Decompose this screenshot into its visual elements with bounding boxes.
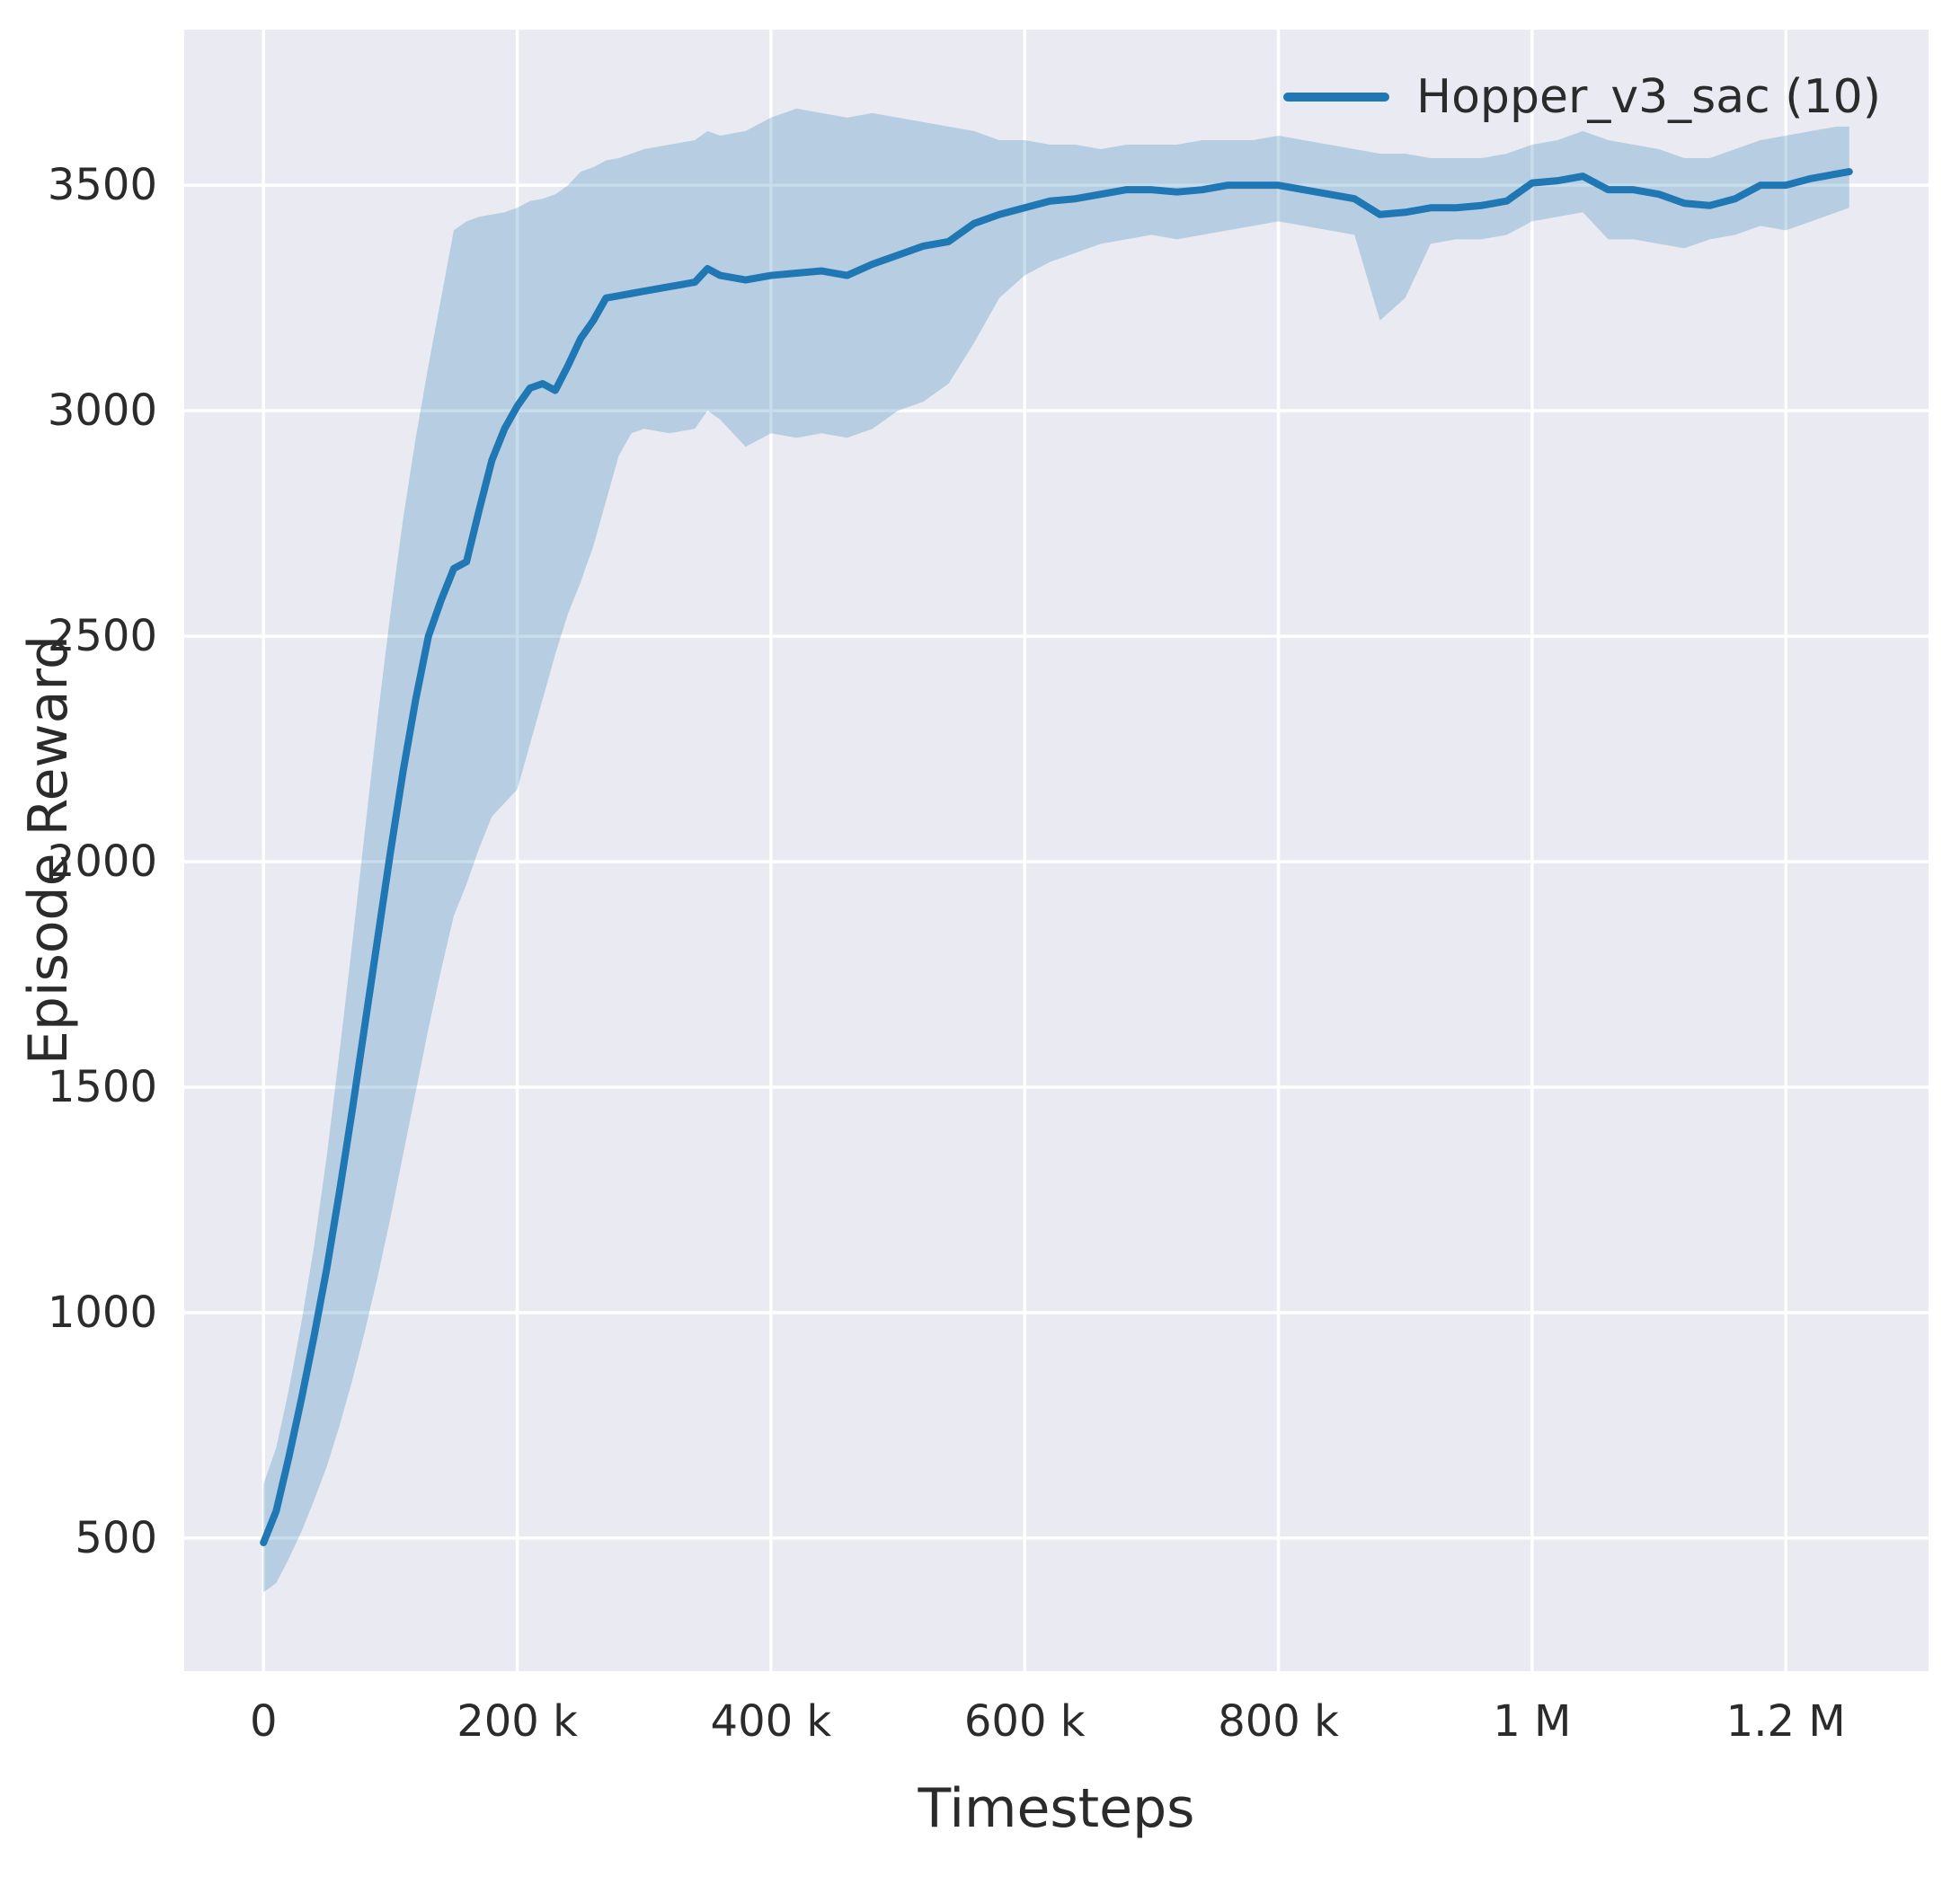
x-tick-label: 800 k (1218, 1696, 1339, 1747)
mean-reward-line (260, 168, 1853, 1546)
y-tick-label: 1000 (48, 1288, 157, 1338)
legend-label: Hopper_v3_sac (10) (1416, 70, 1881, 124)
y-tick-label: 2500 (48, 611, 157, 661)
legend: Hopper_v3_sac (10) (1283, 70, 1881, 124)
legend-line-swatch (1283, 93, 1390, 102)
x-tick-label: 400 k (711, 1696, 832, 1747)
y-tick-label: 500 (75, 1513, 157, 1563)
x-tick-label: 600 k (964, 1696, 1086, 1747)
plot-background (184, 30, 1929, 1671)
x-tick-label: 200 k (457, 1696, 578, 1747)
x-tick-label: 1.2 M (1726, 1696, 1846, 1747)
x-tick-label: 0 (250, 1696, 278, 1747)
y-tick-label: 2000 (48, 836, 157, 887)
y-tick-label: 3500 (48, 160, 157, 210)
x-axis-label: Timesteps (918, 1777, 1195, 1840)
y-axis-label: Episode Reward (17, 634, 80, 1066)
y-tick-label: 3000 (48, 385, 157, 436)
x-tick-label: 1 M (1493, 1696, 1571, 1747)
y-tick-label: 1500 (48, 1062, 157, 1112)
